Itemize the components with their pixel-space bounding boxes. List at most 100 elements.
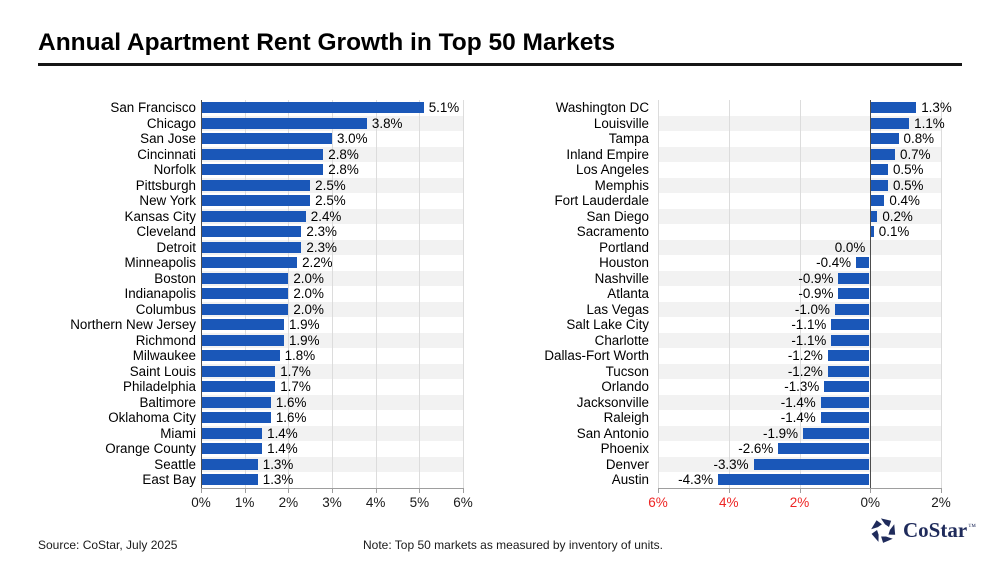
value-label: 0.5% (892, 177, 924, 193)
axis-tick-label: 2% (931, 494, 951, 510)
value-label: 1.9% (288, 317, 320, 332)
value-label: -0.9% (798, 270, 834, 286)
category-label: Cincinnati (137, 146, 196, 162)
bar (838, 272, 870, 284)
bar (827, 365, 870, 377)
value-label: 2.3% (306, 224, 337, 239)
value-label: 1.3% (921, 100, 952, 115)
axis-tick-label: 4% (365, 494, 386, 510)
value-label: 0.2% (882, 208, 913, 224)
category-label: Richmond (135, 332, 196, 348)
category-label: Los Angeles (576, 162, 649, 177)
value-label: 1.1% (914, 115, 945, 131)
category-label: Columbus (135, 301, 196, 317)
bar (202, 396, 271, 408)
zero-line (201, 100, 202, 488)
bar (871, 164, 888, 176)
category-label: Northern New Jersey (70, 317, 196, 332)
axis-tick-label: 6% (453, 494, 473, 510)
bar (202, 164, 324, 176)
bar (718, 474, 870, 486)
category-label: Tucson (605, 363, 649, 379)
costar-pinwheel-svg (871, 518, 896, 543)
grid-line (288, 100, 290, 488)
costar-logo: CoStar™ (870, 517, 976, 544)
category-label: Salt Lake City (566, 317, 649, 332)
category-label: Phoenix (600, 441, 649, 456)
value-label: 1.3% (262, 472, 294, 487)
grid-line (728, 100, 730, 488)
category-label: Louisville (593, 115, 649, 131)
axis-tick (941, 487, 942, 493)
value-label: -1.2% (787, 363, 823, 379)
bar (202, 381, 276, 393)
category-label: Houston (599, 255, 649, 270)
value-label: 1.4% (267, 425, 298, 441)
value-label: 1.7% (280, 363, 311, 379)
bar (871, 102, 917, 114)
costar-pinwheel-icon (870, 517, 897, 544)
zero-line (870, 100, 872, 488)
bar (827, 350, 870, 362)
axis-tick (419, 487, 421, 493)
value-label: 0.8% (903, 131, 935, 146)
bar (778, 443, 870, 455)
bar (831, 334, 870, 346)
value-label: 1.4% (267, 441, 298, 456)
category-label: Pittsburgh (135, 177, 196, 193)
axis-tick (463, 487, 464, 493)
category-label: Portland (599, 239, 649, 255)
bar (871, 226, 874, 238)
category-label: Oklahoma City (108, 410, 196, 425)
category-label: Memphis (594, 177, 649, 193)
bar (202, 474, 258, 486)
category-label: Orlando (601, 379, 649, 394)
category-label: Miami (160, 425, 196, 441)
bar (202, 412, 271, 424)
axis-tick (375, 487, 377, 493)
axis-tick-label: 6% (648, 494, 668, 510)
category-label: Saint Louis (129, 363, 196, 379)
value-label: -4.3% (678, 472, 714, 487)
bar (871, 195, 885, 207)
category-label: Orange County (105, 441, 196, 456)
category-label: Raleigh (603, 410, 649, 425)
value-label: -1.4% (780, 410, 816, 425)
category-label: Dallas-Fort Worth (544, 348, 649, 363)
category-label: Jacksonville (576, 394, 649, 410)
value-label: 2.5% (315, 193, 346, 208)
bar (871, 210, 878, 222)
category-label: East Bay (142, 472, 196, 487)
value-label: -1.1% (791, 317, 827, 332)
value-label: -2.6% (738, 441, 774, 456)
value-label: 2.0% (293, 301, 324, 317)
category-label: Denver (605, 456, 649, 472)
value-label: 2.8% (328, 162, 359, 177)
category-label: Milwaukee (132, 348, 196, 363)
value-label: -0.9% (798, 286, 834, 301)
category-label: Norfolk (153, 162, 196, 177)
bar (202, 319, 284, 331)
grid-line (419, 100, 421, 488)
category-label: San Francisco (110, 100, 196, 115)
axis-tick-label: 3% (322, 494, 342, 510)
value-label: -1.4% (780, 394, 816, 410)
value-label: 3.8% (371, 115, 403, 131)
bar (202, 350, 280, 362)
value-label: 2.0% (293, 270, 324, 286)
value-label: 1.7% (280, 379, 311, 394)
bar (202, 334, 284, 346)
category-label: Fort Lauderdale (554, 193, 649, 208)
category-label: Detroit (156, 239, 196, 255)
grid-line (332, 100, 333, 488)
axis-tick (201, 487, 202, 493)
value-label: 0.0% (834, 239, 866, 255)
bar (871, 148, 895, 160)
value-label: 0.7% (900, 146, 931, 162)
bar (871, 179, 888, 191)
axis-tick-label: 0% (191, 494, 211, 510)
grid-line (463, 100, 464, 488)
category-label: Minneapolis (124, 255, 196, 270)
